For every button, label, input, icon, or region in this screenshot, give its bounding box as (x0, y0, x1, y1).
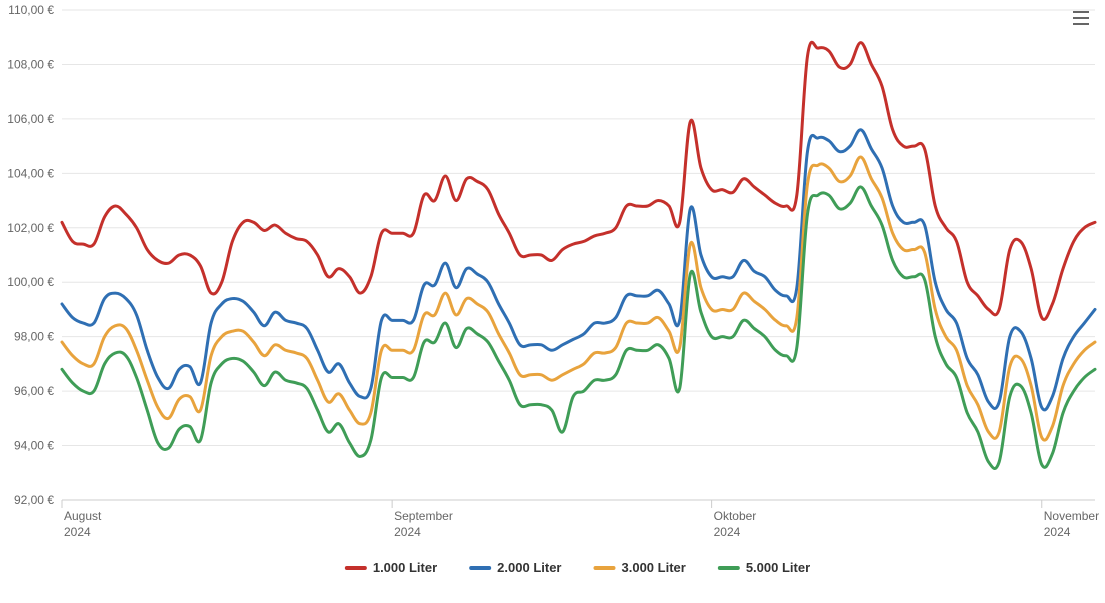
x-tick-label-year: 2024 (394, 525, 421, 539)
x-tick-label-year: 2024 (1044, 525, 1071, 539)
chart-menu-icon[interactable] (1069, 6, 1093, 30)
y-tick-label: 110,00 € (8, 3, 54, 17)
y-tick-label: 100,00 € (7, 275, 54, 289)
x-tick-label-year: 2024 (714, 525, 741, 539)
chart-svg: 92,00 € 94,00 € 96,00 € 98,00 € 100,00 € 102,… (0, 0, 1105, 603)
y-tick-label: 92,00 € (14, 493, 54, 507)
legend-label[interactable]: 5.000 Liter (746, 560, 810, 575)
y-tick-label: 108,00 € (7, 57, 54, 71)
legend-label[interactable]: 1.000 Liter (373, 560, 437, 575)
series-line (62, 42, 1095, 319)
y-tick-label: 96,00 € (14, 384, 54, 398)
x-tick-label-year: 2024 (64, 525, 91, 539)
y-tick-label: 106,00 € (7, 112, 54, 126)
y-tick-label: 94,00 € (14, 439, 54, 453)
y-tick-label: 102,00 € (7, 221, 54, 235)
x-tick-label-month: Oktober (714, 509, 757, 523)
x-tick-label-month: September (394, 509, 453, 523)
price-chart: 92,00 € 94,00 € 96,00 € 98,00 € 100,00 € 102,… (0, 0, 1105, 603)
legend-label[interactable]: 3.000 Liter (622, 560, 686, 575)
legend-label[interactable]: 2.000 Liter (497, 560, 561, 575)
x-tick-label-month: November (1044, 509, 1099, 523)
x-tick-label-month: August (64, 509, 102, 523)
y-tick-label: 104,00 € (7, 166, 54, 180)
y-tick-label: 98,00 € (14, 330, 54, 344)
